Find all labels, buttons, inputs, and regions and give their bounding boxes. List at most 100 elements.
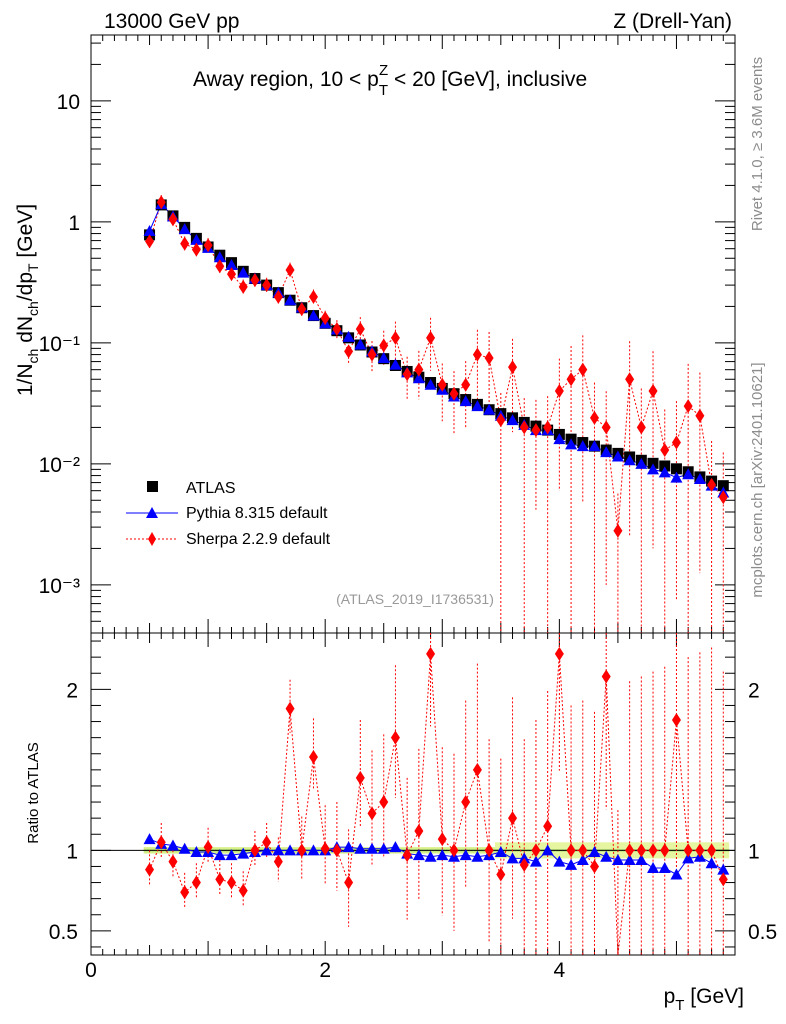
sherpa-main-point [191, 242, 201, 257]
sherpa-ratio-point [227, 875, 237, 890]
pythia-ratio-point [412, 849, 425, 861]
sherpa-ratio-point [390, 730, 400, 745]
sherpa-ratio-point [191, 875, 201, 890]
title-pre: Away region, 10 < p [193, 68, 379, 91]
y-axis-label-ratio: Ratio to ATLAS [25, 742, 42, 843]
sherpa-ratio-point [449, 843, 459, 858]
sherpa-main-point [355, 322, 365, 337]
legend-pythia-label: Pythia 8.315 default [186, 505, 328, 522]
sherpa-main-point [156, 195, 166, 210]
x-tick-label: 4 [554, 959, 566, 982]
sherpa-ratio-point [250, 843, 260, 858]
pythia-main-point [354, 338, 367, 350]
pythia-ratio-point [260, 844, 273, 856]
pythia-ratio-point [424, 850, 437, 862]
pythia-main-point [553, 433, 566, 445]
atlas-main-point [659, 460, 671, 472]
pythia-main-point [682, 468, 695, 480]
legend-pythia-marker [146, 507, 158, 518]
pythia-main-point [658, 466, 671, 478]
sherpa-ratio-point [355, 770, 365, 785]
pythia-ratio-point [717, 863, 730, 875]
pythia-ratio-point [213, 849, 226, 861]
sherpa-main-point [508, 360, 518, 375]
y-tick-label-ratio-right: 1 [748, 840, 760, 863]
pythia-main-line [149, 203, 724, 493]
pythia-ratio-point [225, 849, 238, 861]
sherpa-ratio-point [379, 795, 389, 810]
pythia-main-point [576, 440, 589, 452]
sherpa-ratio-point [601, 669, 611, 684]
x-axis-label: pT [GeV] [664, 985, 744, 1014]
sherpa-main-point [484, 350, 494, 365]
pythia-ratio-point [588, 845, 601, 857]
sherpa-main-point [707, 477, 717, 492]
sherpa-main-point [180, 236, 190, 251]
pythia-ratio-point [178, 842, 191, 854]
pythia-main-point [178, 223, 191, 235]
pythia-ratio-point [237, 847, 250, 859]
sherpa-ratio-point [273, 854, 283, 869]
sherpa-ratio-point [554, 646, 564, 661]
pythia-main-point [459, 395, 472, 407]
sherpa-main-point [589, 410, 599, 425]
sherpa-main-point [578, 362, 588, 377]
pythia-ratio-point [576, 854, 589, 866]
pythia-ratio-point [553, 855, 566, 867]
pythia-ratio-point [682, 852, 695, 864]
sherpa-main-point [308, 289, 318, 304]
sherpa-ratio-point [695, 843, 705, 858]
pythia-ratio-point [506, 852, 519, 864]
axis-ticks: 0 2 4 10 1 10⁻¹ 10⁻² 10⁻³ 2 2 1 1 0.5 0.5 [39, 35, 777, 982]
sherpa-main-point [449, 386, 459, 401]
pythia-main-point [143, 225, 156, 237]
pythia-ratio-point [307, 844, 320, 856]
atlas-main-point [647, 457, 659, 469]
xlabel-sub: T [675, 997, 684, 1014]
rivet-version-label: Rivet 4.1.0, ≥ 3.6M events [749, 57, 766, 231]
sherpa-ratio-point [203, 840, 213, 855]
pythia-ratio-point [166, 839, 179, 851]
y-tick-label-main: 10⁻² [39, 454, 80, 477]
sherpa-ratio-point [215, 872, 225, 887]
sherpa-main-point [519, 420, 529, 435]
pythia-main-point [483, 403, 496, 415]
sherpa-ratio-point [496, 867, 506, 882]
sherpa-ratio-point [519, 857, 529, 872]
pythia-ratio-point [541, 844, 554, 856]
sherpa-ratio-point [414, 824, 424, 839]
pythia-main-point [588, 440, 601, 452]
pythia-ratio-point [143, 833, 156, 845]
xlabel-post: [GeV] [684, 985, 744, 1008]
header-right: Z (Drell-Yan) [613, 10, 732, 33]
pythia-ratio-point [459, 849, 472, 861]
sherpa-ratio-point [180, 885, 190, 900]
y-tick-label-main: 1 [68, 212, 80, 235]
sherpa-ratio-point [683, 843, 693, 858]
sherpa-main-point [250, 273, 260, 288]
pythia-main-point [635, 457, 648, 469]
sherpa-main-point [332, 322, 342, 337]
sherpa-ratio-point [484, 843, 494, 858]
sherpa-main-point [554, 383, 564, 398]
pythia-main-point [389, 358, 402, 370]
sherpa-ratio-point [145, 862, 155, 877]
sherpa-ratio-point [367, 806, 377, 821]
sherpa-ratio-point [671, 712, 681, 727]
x-tick-label: 2 [319, 959, 331, 982]
sherpa-main-point [543, 420, 553, 435]
sherpa-ratio-point [461, 795, 471, 810]
sherpa-main-point [648, 383, 658, 398]
sherpa-ratio-point [472, 762, 482, 777]
sherpa-main-point [695, 408, 705, 423]
sherpa-main-line [149, 201, 724, 531]
y-axis-label-main: 1/Nch dNch/dpT [GeV] [14, 204, 41, 396]
pythia-main-point [506, 414, 519, 426]
pythia-main-point [693, 472, 706, 484]
sherpa-ratio-point [297, 843, 307, 858]
pythia-ratio-point [529, 855, 542, 867]
sherpa-ratio-point [718, 872, 728, 887]
sherpa-main-point [379, 338, 389, 353]
main-plot-points [143, 194, 730, 633]
y-tick-label-ratio: 1 [66, 840, 78, 863]
